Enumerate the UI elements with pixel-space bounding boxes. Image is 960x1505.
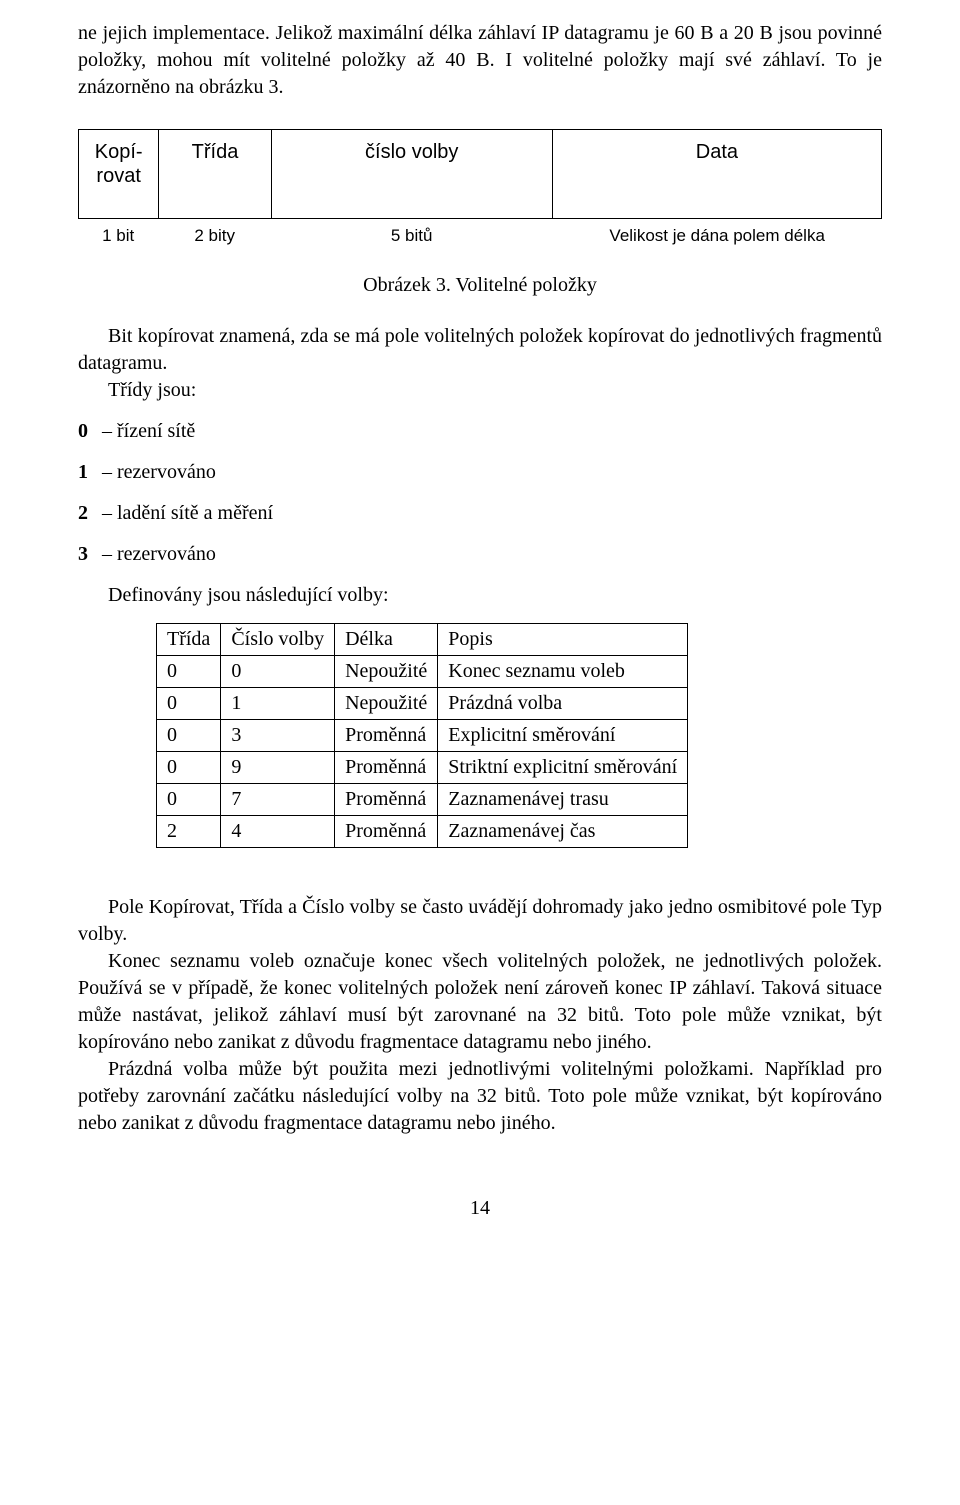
- table-cell: Zaznamenávej čas: [438, 815, 688, 847]
- table-cell: 2: [157, 815, 221, 847]
- table-cell: Prázdná volba: [438, 687, 688, 719]
- list-value: – řízení sítě: [102, 420, 195, 442]
- figure-3-caption: Obrázek 3. Volitelné položky: [78, 272, 882, 299]
- table-cell: Proměnná: [335, 751, 438, 783]
- table-cell: 0: [157, 655, 221, 687]
- list-item: 0– řízení sítě: [78, 418, 882, 445]
- list-value: – ladění sítě a měření: [102, 502, 273, 524]
- table-cell: 0: [157, 687, 221, 719]
- fig3-cell-data: Data: [552, 130, 881, 219]
- table-cell: 0: [157, 719, 221, 751]
- list-value: – rezervováno: [102, 461, 216, 483]
- paragraph: Konec seznamu voleb označuje konec všech…: [78, 948, 882, 1056]
- list-key: 3: [78, 541, 102, 568]
- fig3-size: Velikost je dána polem délka: [552, 225, 882, 248]
- table-cell: Striktní explicitní směrování: [438, 751, 688, 783]
- figure-3-sizes-row: 1 bit 2 bity 5 bitů Velikost je dána pol…: [78, 225, 882, 248]
- paragraph: Bit kopírovat znamená, zda se má pole vo…: [78, 323, 882, 377]
- table-row: 00NepoužitéKonec seznamu voleb: [157, 655, 688, 687]
- list-item: 2– ladění sítě a měření: [78, 500, 882, 527]
- paragraph: Třídy jsou:: [78, 377, 882, 404]
- fig3-cell-cislo-volby: číslo volby: [271, 130, 552, 219]
- table-cell: Nepoužité: [335, 687, 438, 719]
- table-cell: Nepoužité: [335, 655, 438, 687]
- table-row: 01NepoužitéPrázdná volba: [157, 687, 688, 719]
- table-cell: 7: [221, 783, 335, 815]
- table-row: 24ProměnnáZaznamenávej čas: [157, 815, 688, 847]
- table-row: 07ProměnnáZaznamenávej trasu: [157, 783, 688, 815]
- table-cell: 3: [221, 719, 335, 751]
- table-header: Popis: [438, 623, 688, 655]
- list-key: 0: [78, 418, 102, 445]
- table-header-row: Třída Číslo volby Délka Popis: [157, 623, 688, 655]
- table-header: Délka: [335, 623, 438, 655]
- fig3-size: 5 bitů: [271, 225, 552, 248]
- options-table: Třída Číslo volby Délka Popis 00Nepoužit…: [156, 623, 688, 848]
- fig3-cell-kopirovat: Kopí- rovat: [79, 130, 159, 219]
- paragraph: ne jejich implementace. Jelikož maximáln…: [78, 20, 882, 101]
- table-cell: 9: [221, 751, 335, 783]
- tridy-list: 0– řízení sítě 1– rezervováno 2– ladění …: [78, 418, 882, 568]
- table-cell: 4: [221, 815, 335, 847]
- table-cell: 0: [221, 655, 335, 687]
- page-number: 14: [78, 1195, 882, 1222]
- fig3-size: 1 bit: [78, 225, 158, 248]
- paragraph: Pole Kopírovat, Třída a Číslo volby se č…: [78, 894, 882, 948]
- table-cell: Proměnná: [335, 783, 438, 815]
- table-cell: 0: [157, 751, 221, 783]
- table-cell: Proměnná: [335, 815, 438, 847]
- table-row: 03ProměnnáExplicitní směrování: [157, 719, 688, 751]
- paragraph: Prázdná volba může být použita mezi jedn…: [78, 1056, 882, 1137]
- list-item: 1– rezervováno: [78, 459, 882, 486]
- fig3-cell-trida: Třída: [159, 130, 271, 219]
- fig3-size: 2 bity: [158, 225, 271, 248]
- paragraph: Definovány jsou následující volby:: [78, 582, 882, 609]
- table-row: 09ProměnnáStriktní explicitní směrování: [157, 751, 688, 783]
- table-cell: 0: [157, 783, 221, 815]
- table-cell: Explicitní směrování: [438, 719, 688, 751]
- list-item: 3– rezervováno: [78, 541, 882, 568]
- figure-3-header-diagram: Kopí- rovat Třída číslo volby Data: [78, 129, 882, 219]
- list-value: – rezervováno: [102, 543, 216, 565]
- table-cell: 1: [221, 687, 335, 719]
- figure-3: Kopí- rovat Třída číslo volby Data 1 bit…: [78, 129, 882, 299]
- list-key: 2: [78, 500, 102, 527]
- table-cell: Konec seznamu voleb: [438, 655, 688, 687]
- table-header: Číslo volby: [221, 623, 335, 655]
- list-key: 1: [78, 459, 102, 486]
- table-cell: Proměnná: [335, 719, 438, 751]
- table-header: Třída: [157, 623, 221, 655]
- table-cell: Zaznamenávej trasu: [438, 783, 688, 815]
